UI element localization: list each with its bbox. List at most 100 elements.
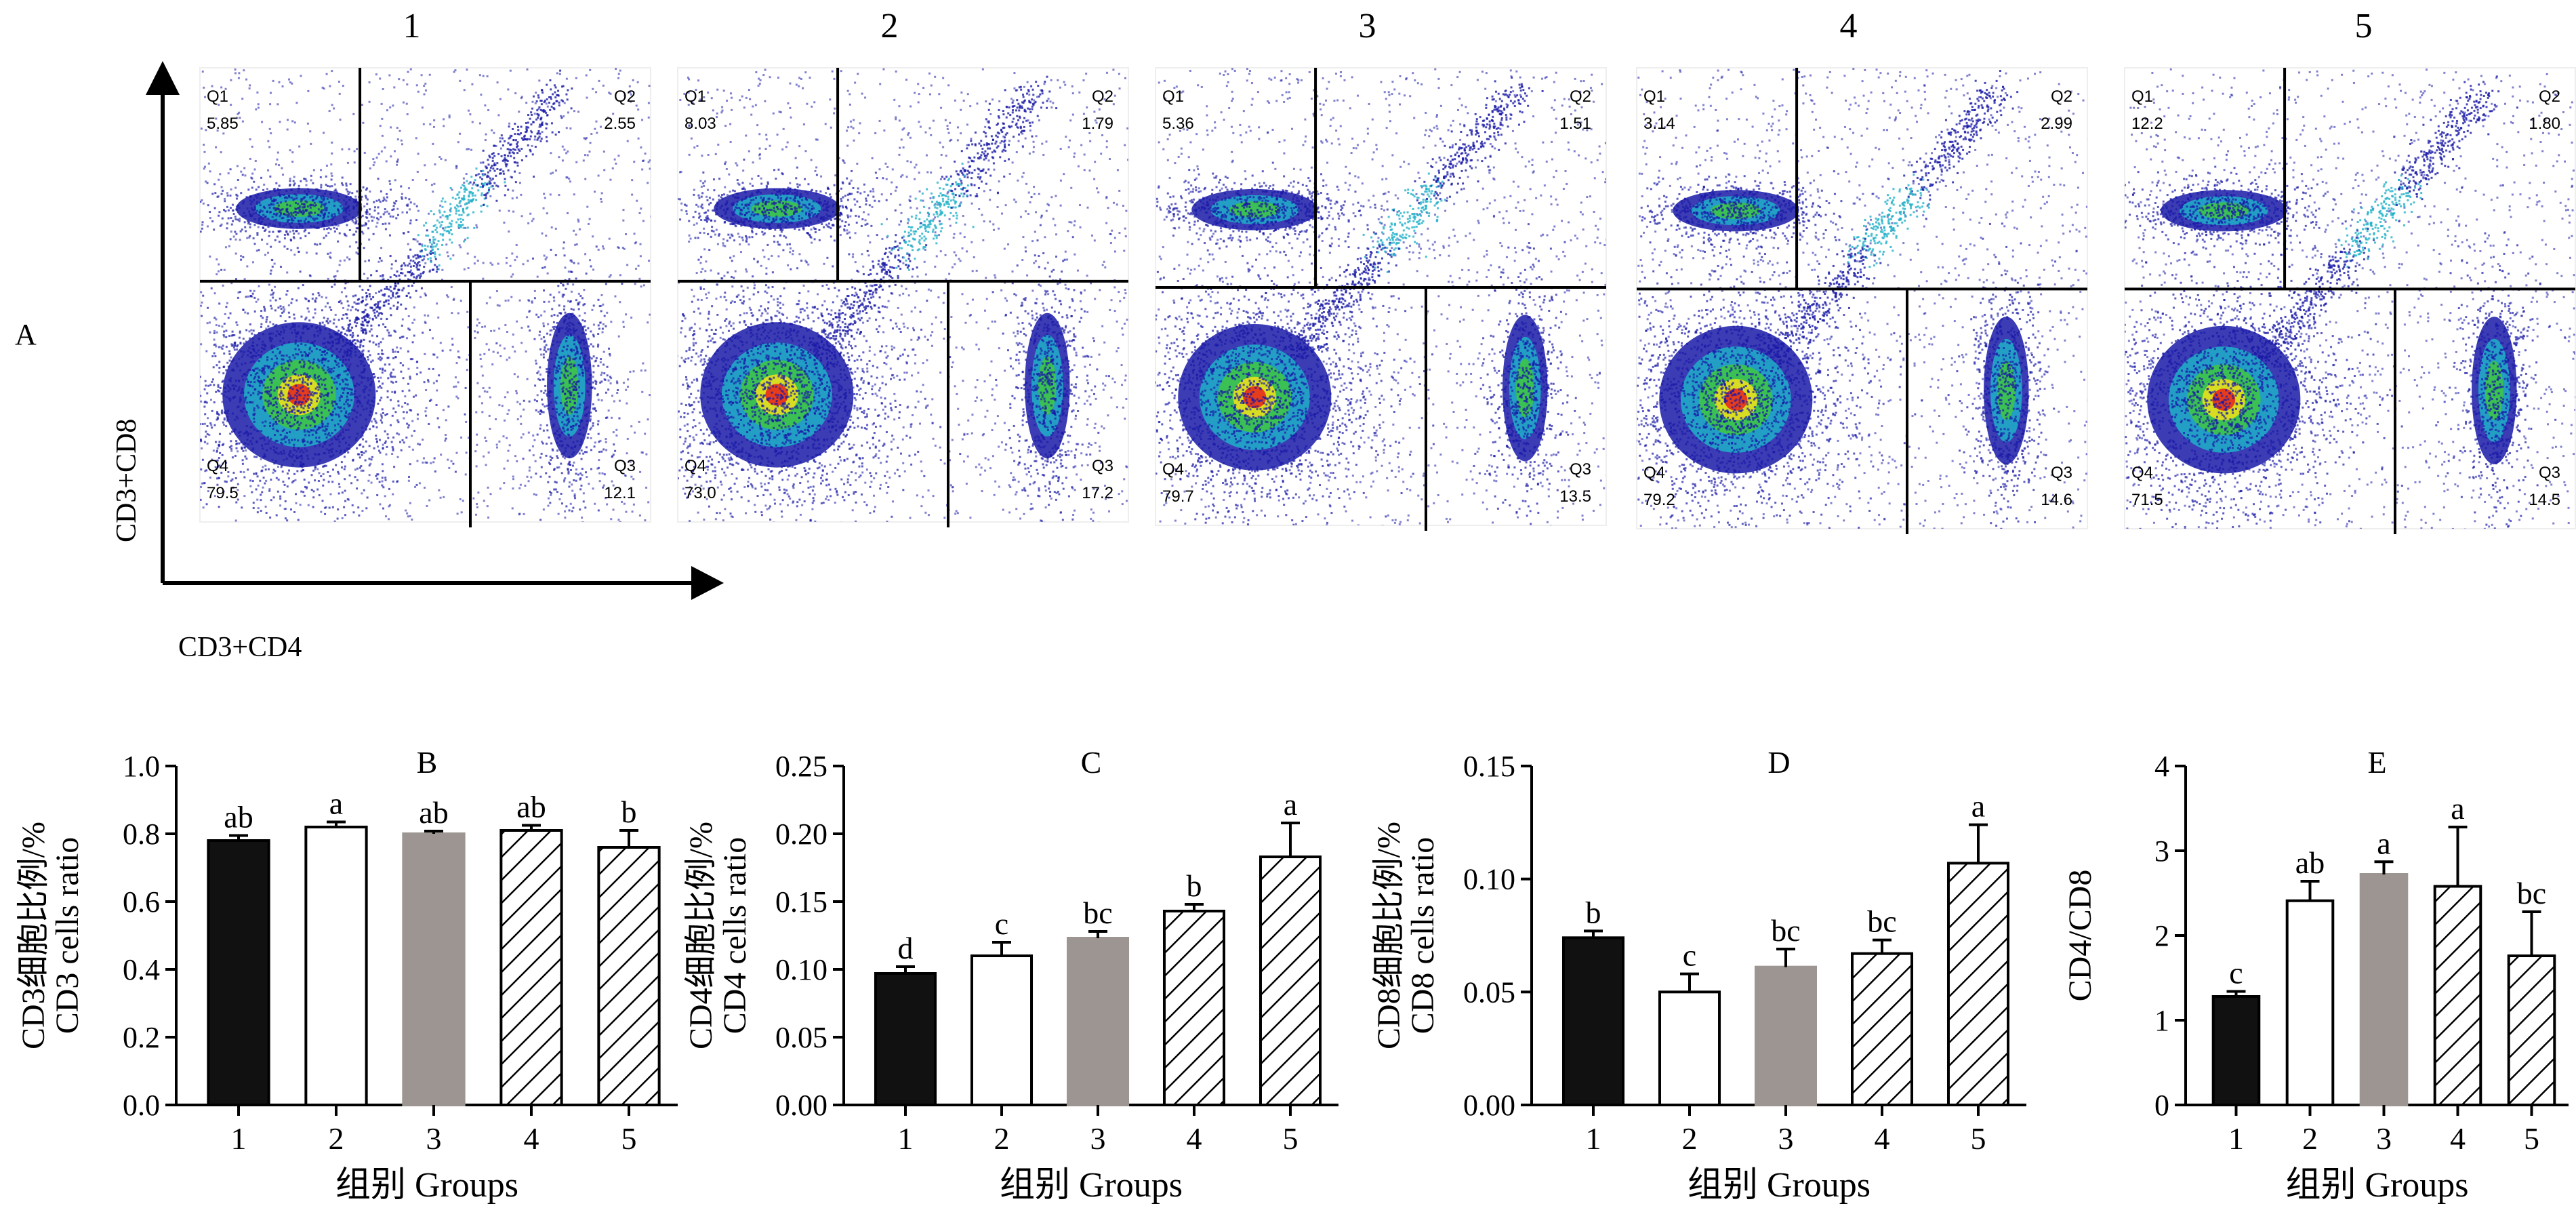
density-cluster [1637, 211, 1950, 529]
significance-letter: c [995, 906, 1008, 941]
q4-label: Q4 [2131, 464, 2153, 482]
flow-plot-2: Q1 8.03 Q2 1.79 Q4 73.0 Q3 17.2 2 [677, 7, 1129, 527]
bar [2359, 873, 2409, 1106]
bar [1658, 990, 1721, 1107]
significance-letter: c [1683, 938, 1696, 973]
x-tick-label: 4 [524, 1121, 539, 1156]
significance-letter: b [1187, 868, 1202, 903]
significance-letter: d [898, 931, 914, 965]
bar [1850, 952, 1914, 1106]
x-tick-label: 1 [231, 1121, 247, 1156]
density-cluster [1640, 165, 1868, 258]
bar [402, 832, 466, 1106]
flow-plot-title: 5 [2355, 7, 2373, 45]
flow-plot-title: 1 [403, 7, 421, 45]
bar [1946, 862, 2010, 1107]
q2-value: 1.79 [1082, 115, 1113, 133]
y-tick-label: 0.05 [775, 1021, 827, 1054]
x-tick-label: 1 [898, 1121, 914, 1156]
significance-letter: b [621, 794, 637, 829]
y-tick-label: 0.0 [123, 1089, 160, 1122]
y-tick-label: 0.05 [1463, 975, 1515, 1009]
x-axis-label: 组别 Groups [2285, 1166, 2468, 1205]
significance-letter: c [2229, 956, 2243, 990]
q2-label: Q2 [2051, 87, 2072, 106]
significance-letter: bc [1771, 913, 1800, 948]
y-tick-label: 0 [2154, 1089, 2169, 1122]
x-tick-label: 5 [621, 1121, 637, 1156]
y-axis-label-zh: CD3细胞比例/% [16, 822, 52, 1049]
q1-value: 8.03 [684, 115, 716, 133]
chart-e: 0 1 2 3 4 c 1 ab 2 a 3 a 4 bc 5 E 组别 Groups CD4/CD8 [2062, 745, 2569, 1205]
y-axis-label: CD4/CD8 [2062, 870, 2098, 1002]
x-tick-label: 2 [1682, 1121, 1698, 1156]
y-tick-label: 0.2 [123, 1021, 160, 1054]
bar [1754, 965, 1818, 1106]
flow-plot-title: 3 [1359, 7, 1376, 45]
q4-label: Q4 [1162, 460, 1184, 479]
flow-plot-density [200, 68, 651, 522]
flow-plot-4: Q1 3.14 Q2 2.99 Q4 79.2 Q3 14.6 4 [1636, 7, 2088, 534]
significance-letter: a [2451, 791, 2464, 826]
density-cluster [2125, 228, 2438, 529]
bar [874, 972, 937, 1106]
flow-plot-1: Q1 5.85 Q2 2.55 Q4 79.5 Q3 12.1 1 [199, 7, 651, 527]
y-tick-label: 0.00 [775, 1089, 827, 1122]
y-tick-label: 2 [2154, 919, 2169, 952]
density-cluster [991, 196, 1110, 522]
flow-plot-density [1637, 68, 2087, 529]
density-cluster [678, 158, 941, 259]
chart-d: 0.00 0.05 0.10 0.15 b 1 c 2 bc 3 bc 4 a 5 D 组别 Groups CD… [1371, 745, 2026, 1205]
x-tick-label: 3 [1090, 1121, 1106, 1156]
density-cluster [1473, 223, 1577, 525]
q4-value: 71.5 [2131, 491, 2163, 509]
q4-label: Q4 [207, 457, 228, 475]
y-tick-label: 0.4 [123, 953, 160, 986]
q2-value: 1.51 [1559, 115, 1591, 133]
q3-label: Q3 [1092, 457, 1113, 475]
q3-value: 13.5 [1559, 487, 1591, 506]
x-axis-label: 组别 Groups [1688, 1166, 1870, 1205]
q1-label: Q1 [1643, 87, 1665, 106]
y-tick-label: 1 [2154, 1004, 2169, 1037]
chart-title: D [1767, 745, 1790, 780]
significance-letter: ab [419, 795, 448, 830]
q2-label: Q2 [2539, 87, 2560, 106]
q3-label: Q3 [2051, 464, 2072, 482]
significance-letter: b [1586, 895, 1601, 929]
density-cluster [200, 185, 498, 522]
flow-plot-density [1156, 68, 1606, 525]
x-tick-label: 3 [426, 1121, 442, 1156]
panel-a-x-arrow-icon [691, 566, 724, 600]
q2-label: Q2 [614, 87, 636, 106]
q2-value: 2.99 [2041, 115, 2072, 133]
x-tick-label: 2 [329, 1121, 344, 1156]
bar [304, 826, 368, 1106]
q1-value: 5.36 [1162, 115, 1194, 133]
q1-label: Q1 [1162, 87, 1184, 106]
q2-value: 1.80 [2529, 115, 2560, 133]
q4-value: 79.5 [207, 484, 239, 502]
flow-plot-density [2125, 68, 2575, 529]
q3-value: 12.1 [604, 484, 636, 502]
x-tick-label: 2 [994, 1121, 1010, 1156]
bar [207, 839, 270, 1106]
density-cluster [200, 168, 445, 255]
density-cluster [1156, 161, 1395, 257]
q4-value: 79.7 [1162, 487, 1194, 506]
y-tick-label: 0.00 [1463, 1089, 1515, 1122]
flow-plot-title: 2 [881, 7, 899, 45]
y-tick-label: 0.20 [775, 818, 827, 851]
y-tick-label: 4 [2154, 750, 2169, 783]
x-tick-label: 2 [2302, 1121, 2318, 1156]
x-tick-label: 1 [2228, 1121, 2244, 1156]
panel-a-xlabel: CD3+CD4 [178, 632, 302, 663]
bar [597, 846, 661, 1106]
q3-label: Q3 [2539, 464, 2560, 482]
x-tick-label: 3 [1778, 1121, 1794, 1156]
q1-value: 12.2 [2131, 115, 2163, 133]
q1-value: 3.14 [1643, 115, 1675, 133]
q3-value: 14.5 [2529, 491, 2560, 509]
